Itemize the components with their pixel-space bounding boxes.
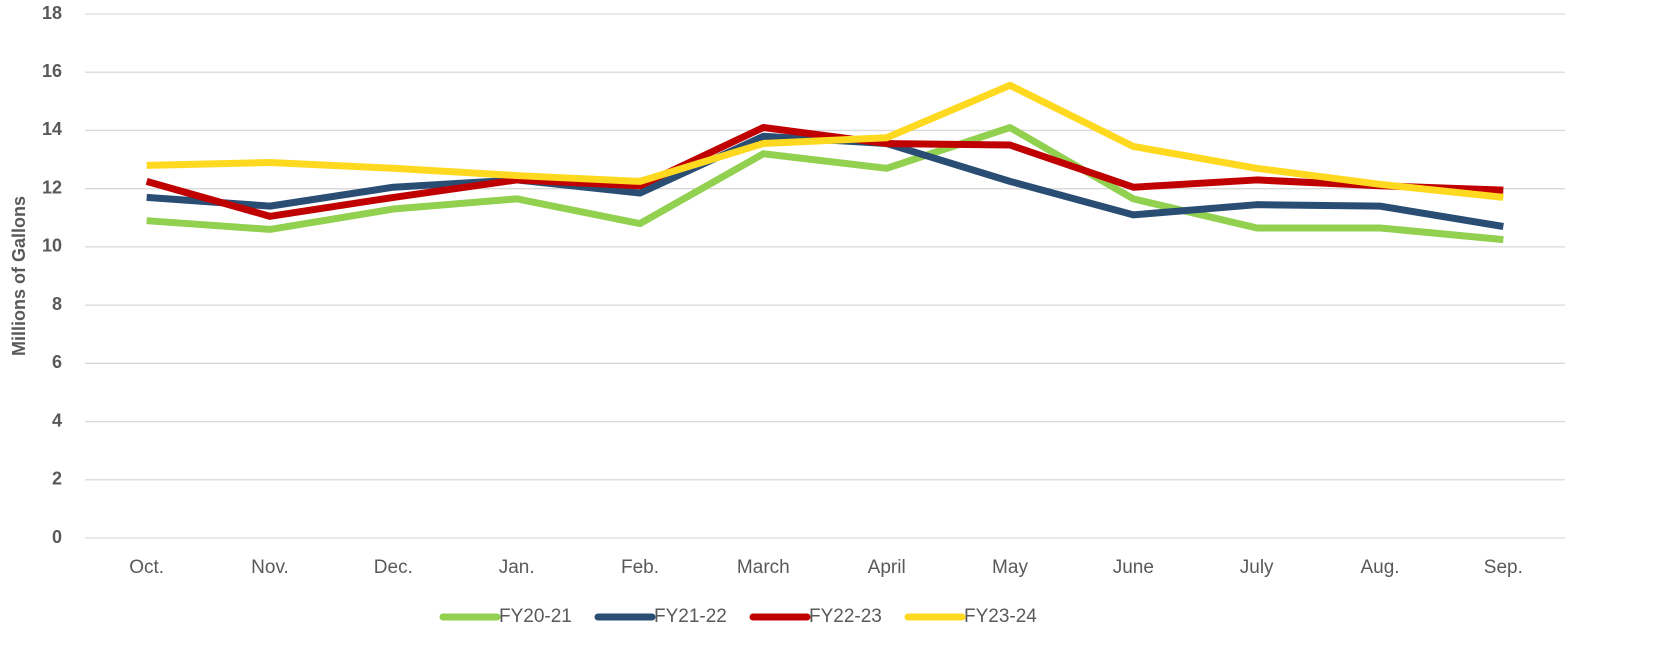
x-tick-label: Jan. (499, 557, 535, 578)
y-axis-label: Millions of Gallons (9, 196, 29, 356)
y-tick-label: 4 (52, 410, 62, 430)
y-tick-label: 8 (52, 294, 62, 314)
x-tick-label: March (737, 557, 790, 578)
legend-label: FY22-23 (809, 606, 882, 627)
x-tick-label: Feb. (621, 557, 659, 578)
y-tick-label: 0 (52, 527, 62, 547)
y-tick-label: 2 (52, 469, 62, 489)
y-tick-label: 18 (42, 3, 62, 23)
x-tick-label: May (992, 557, 1028, 578)
y-tick-label: 6 (52, 352, 62, 372)
x-tick-label: Dec. (374, 557, 413, 578)
x-tick-label: July (1240, 557, 1274, 578)
series-line (145, 124, 1504, 220)
y-tick-label: 10 (42, 236, 62, 256)
x-tick-label: Nov. (251, 557, 289, 578)
x-tick-label: June (1113, 557, 1154, 578)
y-tick-label: 14 (42, 119, 62, 139)
x-tick-label: Sep. (1484, 557, 1523, 578)
x-tick-label: Aug. (1360, 557, 1399, 578)
y-tick-label: 12 (42, 177, 62, 197)
legend-label: FY23-24 (964, 606, 1037, 627)
x-tick-label: Oct. (129, 557, 164, 578)
x-tick-label: April (868, 557, 906, 578)
legend-label: FY20-21 (499, 606, 572, 627)
series-line (146, 81, 1504, 201)
legend-label: FY21-22 (654, 606, 727, 627)
y-tick-label: 16 (42, 61, 62, 81)
series-line (146, 124, 1504, 244)
